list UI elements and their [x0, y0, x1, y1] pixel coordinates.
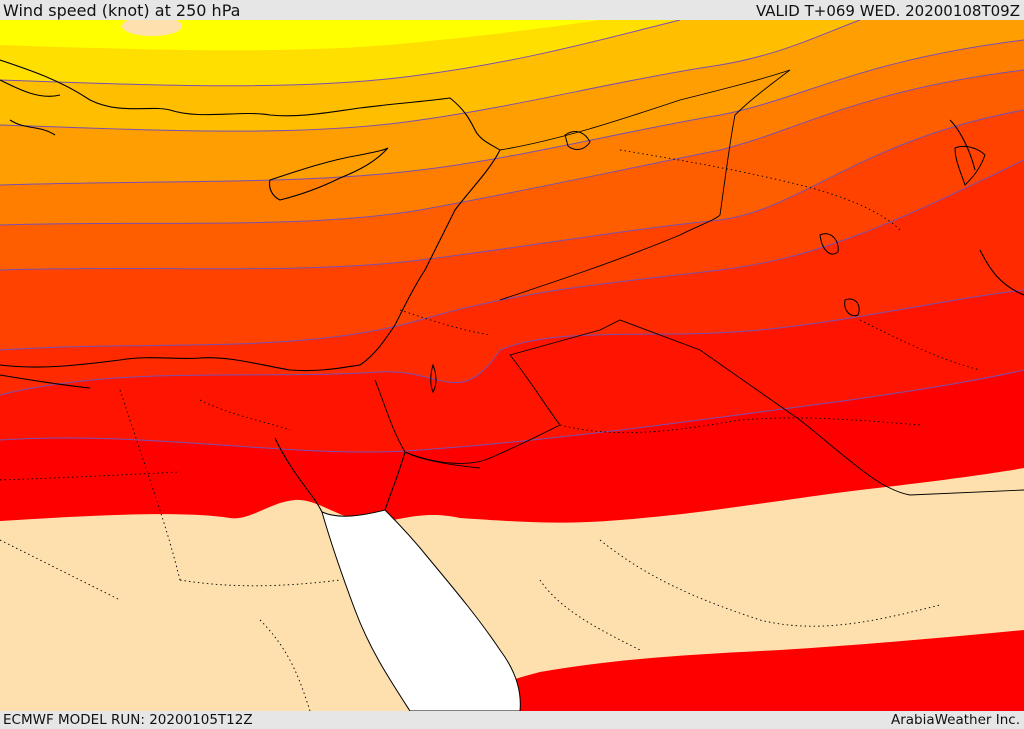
- lake-van: [564, 131, 591, 150]
- internal-borders: [0, 149, 981, 711]
- coast-gulf: [979, 249, 1024, 296]
- coast-aqaba: [384, 451, 406, 511]
- waterbodies: [430, 131, 986, 394]
- calm-patch-north: [122, 20, 182, 36]
- dead-sea: [430, 363, 437, 394]
- coast-sinai-gulf: [274, 437, 323, 513]
- band-calm-south: [0, 468, 1024, 711]
- coast-aegean: [0, 79, 61, 136]
- coastlines: [0, 59, 1024, 513]
- map-title: Wind speed (knot) at 250 hPa: [3, 1, 241, 20]
- wind-speed-map: [0, 20, 1024, 711]
- political-borders: [374, 69, 1024, 496]
- wind-speed-bands: [0, 20, 1024, 711]
- credit-label: ArabiaWeather Inc.: [890, 712, 1020, 728]
- coast-cyprus: [268, 147, 389, 201]
- coast-levant: [359, 149, 501, 366]
- valid-time-label: VALID T+069 WED. 20200108T09Z: [755, 2, 1020, 20]
- coast-caspian-south: [949, 119, 976, 171]
- footer-bar: ECMWF MODEL RUN: 20200105T12Z ArabiaWeat…: [0, 711, 1024, 729]
- red-sea: [321, 509, 521, 711]
- coast-egypt: [0, 357, 361, 372]
- lake-tharthar: [819, 233, 839, 255]
- model-run-label: ECMWF MODEL RUN: 20200105T12Z: [3, 712, 253, 728]
- lake-razzaza: [844, 298, 860, 317]
- coast-turkey: [0, 59, 501, 151]
- lake-hamun: [954, 145, 986, 186]
- header-bar: Wind speed (knot) at 250 hPa VALID T+069…: [0, 0, 1024, 20]
- coast-libya-west: [0, 374, 91, 389]
- wind-contours: [0, 20, 1024, 453]
